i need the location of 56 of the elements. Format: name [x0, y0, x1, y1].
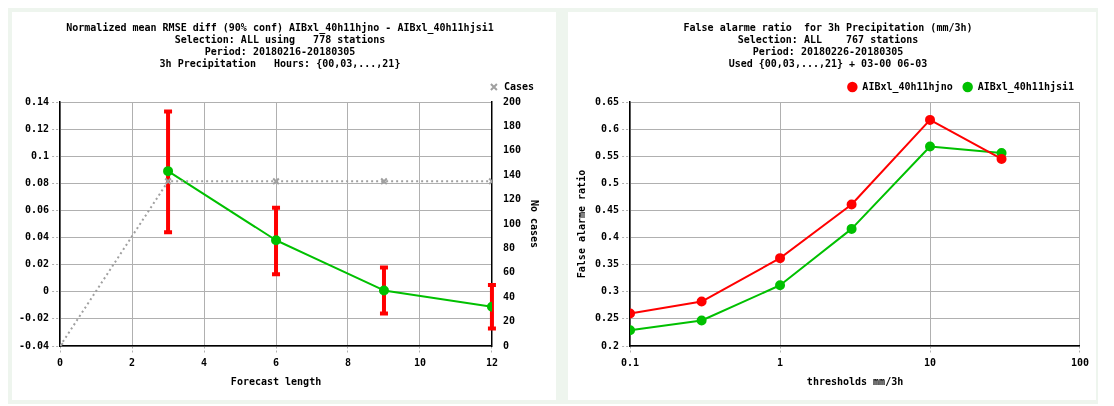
x-tick-label: 12	[485, 356, 498, 368]
x-axis-title: thresholds mm/3h	[806, 375, 904, 387]
y-tick-label: 0.12	[25, 122, 50, 134]
y2-tick-label: 200	[502, 95, 521, 107]
x-axis-title: Forecast length	[230, 375, 322, 387]
y-tick-label: -0.02	[18, 312, 50, 324]
x-tick-label: 0.1	[621, 356, 640, 368]
chart-title: False alarme ratio for 3h Precipitation (mm/3h)	[683, 21, 973, 33]
y2-tick-label: 160	[502, 144, 521, 156]
y-tick-label: 0.02	[25, 258, 50, 270]
y-tick-label: 0.65	[594, 95, 620, 107]
x-tick-label: 2	[129, 356, 136, 368]
y-tick-label: 0.45	[594, 204, 620, 216]
x-tick-label: 10	[923, 356, 937, 368]
point	[163, 166, 174, 177]
y-tick-label: 0.08	[25, 176, 50, 188]
chart-subtitle: Selection: ALL using 778 stations Period: 20180216-20180305 3h Precipitation Hours: {00,03,...,21}	[159, 33, 401, 69]
legend-label: Cases	[503, 80, 535, 92]
y-tick-label: 0.1	[31, 149, 50, 161]
x-tick-label: 8	[344, 356, 352, 368]
legend-label: AIBxl_40h11hjno	[862, 80, 953, 93]
y-tick-label: 0.06	[25, 204, 50, 216]
point	[378, 285, 389, 296]
y-tick-label: 0.55	[594, 149, 620, 161]
x-tick-label: 0	[57, 356, 64, 368]
y-tick-label: -0.04	[18, 339, 50, 351]
y2-tick-label: 100	[502, 217, 521, 229]
point	[271, 235, 282, 246]
y2-tick-label: 0	[502, 339, 509, 351]
y2-tick-label: 80	[502, 241, 515, 253]
y2-tick-label: 140	[502, 168, 521, 180]
y2-tick-label: 20	[502, 315, 515, 327]
y-tick-label: 0.35	[594, 258, 620, 270]
y-tick-label: 0.25	[594, 312, 620, 324]
y-tick-label: 0	[43, 285, 50, 297]
y2-tick-label: 40	[502, 290, 515, 302]
x-tick-label: 100	[1070, 356, 1089, 368]
y-axis-title: False alarme ratio	[575, 169, 587, 279]
y2-tick-label: 180	[502, 119, 521, 131]
y-tick-label: 0.3	[601, 285, 620, 297]
y2-axis-title: No cases	[529, 199, 541, 249]
y-tick-label: 0.4	[601, 231, 620, 243]
chart-subtitle: Selection: ALL 767 stations Period: 20180226-20180305 Used {00,03,...,21} + 03-00 06-03	[728, 33, 928, 69]
y-tick-label: 0.5	[601, 176, 620, 188]
y-tick-label: 0.14	[25, 95, 50, 107]
x-tick-label: 1	[777, 356, 784, 368]
x-tick-label: 4	[201, 356, 208, 368]
chart-title: Normalized mean RMSE diff (90% conf) AIBxl_40h11hjno - AIBxl_40h11hjsi1	[66, 21, 494, 34]
y-tick-label: 0.04	[25, 231, 50, 243]
y-tick-label: 0.6	[601, 122, 620, 134]
x-tick-label: 10	[413, 356, 426, 368]
y2-tick-label: 120	[502, 193, 521, 205]
y-tick-label: 0.2	[601, 339, 620, 351]
legend-label: AIBxl_40h11hjsi1	[977, 80, 1074, 93]
y2-tick-label: 60	[502, 266, 515, 278]
x-tick-label: 6	[273, 356, 280, 368]
